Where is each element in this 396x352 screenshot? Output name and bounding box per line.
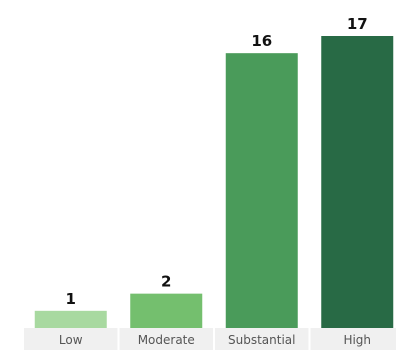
category-band-high — [310, 328, 396, 350]
category-band-moderate — [119, 328, 213, 350]
category-band-low — [24, 328, 118, 350]
bar-moderate[interactable] — [130, 293, 203, 328]
category-label-high: High — [343, 333, 371, 347]
bar-low[interactable] — [34, 310, 107, 328]
value-labels: 1 2 16 17 — [66, 15, 368, 308]
bar-substantial[interactable] — [225, 53, 298, 328]
bar-high[interactable] — [321, 36, 394, 328]
value-label-high: 17 — [347, 15, 368, 33]
value-label-moderate: 2 — [161, 273, 171, 291]
category-label-low: Low — [59, 333, 83, 347]
category-band-substantial — [215, 328, 309, 350]
value-label-low: 1 — [66, 290, 76, 308]
category-label-substantial: Substantial — [228, 333, 295, 347]
value-label-substantial: 16 — [251, 32, 272, 50]
category-labels: Low Moderate Substantial High — [59, 333, 371, 347]
category-bands — [24, 328, 396, 350]
category-label-moderate: Moderate — [138, 333, 195, 347]
bars — [34, 36, 394, 328]
